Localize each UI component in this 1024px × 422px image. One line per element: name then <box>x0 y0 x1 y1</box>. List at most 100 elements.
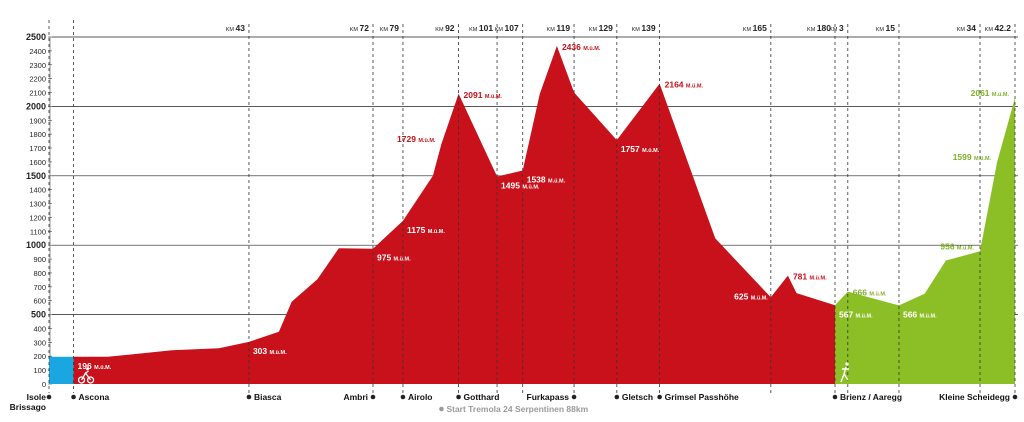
location-dot <box>832 394 838 400</box>
bike-icon-rider-head <box>86 367 89 371</box>
km-marker-label: KM 92 <box>435 23 455 33</box>
km-marker-label: KM 107 <box>495 23 519 33</box>
km-marker-label: KM 43 <box>226 23 246 33</box>
y-tick-label: 200 <box>33 352 46 361</box>
elevation-label: 1495 M.ü.M. <box>501 180 540 190</box>
elevation-labels: 196 M.ü.M. 303 M.ü.M. 975 M.ü.M. 1175 M.ü.M… <box>78 42 1010 371</box>
y-tick-label: 300 <box>33 338 46 347</box>
y-tick-label: 1300 <box>29 200 46 209</box>
y-tick-label: 500 <box>31 310 46 320</box>
y-tick-label: 2100 <box>29 89 46 98</box>
elevation-label: 975 M.ü.M. <box>377 253 411 263</box>
y-tick-label: 1500 <box>26 171 46 181</box>
bike-icon-wheel <box>86 376 95 384</box>
location-label: Kleine Scheidegg <box>939 392 1010 402</box>
km-marker-label: KM 34 <box>957 23 977 33</box>
elevation-label: 781 M.ü.M. <box>793 272 827 282</box>
y-tick-label: 2400 <box>29 47 46 56</box>
km-marker-label: KM 119 <box>547 23 571 33</box>
y-tick-label: 1800 <box>29 130 46 139</box>
y-tick-label: 1400 <box>29 186 46 195</box>
elevation-label: 1599 M.ü.M. <box>953 152 992 162</box>
location-dot <box>1012 394 1018 400</box>
y-tick-label: 900 <box>33 255 46 264</box>
location-dot <box>71 394 76 400</box>
elevation-label: 2061 M.ü.M. <box>971 88 1010 98</box>
elevation-label: 1757 M.ü.M. <box>621 144 660 154</box>
location-label: Brissago <box>10 402 46 412</box>
y-axis: 0 100 200 300 400 500 600 700 800 900 1000 1100 1200… <box>26 32 52 389</box>
y-tick-label: 1700 <box>29 144 46 153</box>
y-tick-label: 2500 <box>26 32 46 42</box>
location-label: Grimsel Passhöhe <box>665 392 739 402</box>
location-dot <box>400 394 406 400</box>
elevation-label: 1538 M.ü.M. <box>527 175 566 185</box>
location-dot <box>456 394 461 400</box>
icons <box>77 362 849 384</box>
runner-icon-body <box>840 366 849 383</box>
location-label: Gotthard <box>464 392 500 402</box>
location-label: Ambri <box>343 392 368 402</box>
location-dot <box>370 394 376 400</box>
runner-icon-head <box>845 362 849 366</box>
km-marker-label: KM 129 <box>589 23 613 33</box>
elevation-label: 956 M.ü.M. <box>940 241 974 251</box>
y-tick-label: 2000 <box>26 101 46 111</box>
location-label: Gletsch <box>622 392 653 402</box>
location-dot <box>657 394 662 400</box>
y-tick-label: 400 <box>33 324 46 333</box>
bike-icon-frame <box>80 370 92 381</box>
km-marker-label: KM 101 <box>469 23 493 33</box>
location-label: Ascona <box>79 392 110 402</box>
location-label: Biasca <box>254 392 282 402</box>
elevation-label: 1729 M.ü.M. <box>397 134 436 144</box>
km-marker-label: KM 42.2 <box>985 23 1012 33</box>
km-marker-label: KM 139 <box>632 23 656 33</box>
profile-areas <box>49 45 1015 385</box>
location-label: Furkapass <box>527 392 570 402</box>
elevation-label: 2436 M.ü.M. <box>562 42 601 52</box>
location-dot <box>614 394 620 400</box>
y-tick-label: 1900 <box>29 116 46 125</box>
elevation-label: 566 M.ü.M. <box>903 309 937 319</box>
y-tick-label: 600 <box>33 297 46 306</box>
km-marker-label: KM 79 <box>380 23 400 33</box>
run-area <box>835 97 1015 385</box>
swim-area <box>49 356 74 384</box>
location-label: Airolo <box>408 392 433 402</box>
elevation-label: 2164 M.ü.M. <box>665 80 704 90</box>
y-tick-label: 700 <box>33 283 46 292</box>
elevation-label: 625 M.ü.M. <box>734 291 768 301</box>
bike-icon <box>77 367 95 384</box>
km-markers: KM 43 KM 72 KM 79 KM 92 KM 101 KM 107 KM 119 KM… <box>48 20 1016 393</box>
y-tick-label: 2200 <box>29 75 46 84</box>
location-label: Isole <box>27 392 47 402</box>
y-tick-label: 0 <box>42 380 46 389</box>
location-label: Brienz / Aaregg <box>840 392 902 402</box>
location-dot <box>246 394 252 400</box>
km-marker-label: KM 165 <box>743 23 767 33</box>
km-marker-label: KM 3 <box>829 23 844 33</box>
elevation-label: 567 M.ü.M. <box>839 309 873 319</box>
elevation-label: 303 M.ü.M. <box>253 346 287 356</box>
annotation-dot <box>439 406 444 412</box>
elevation-label: 666 M.ü.M. <box>853 288 887 298</box>
y-tick-label: 1600 <box>29 158 46 167</box>
location-dot <box>46 394 52 400</box>
km-marker-label: KM 15 <box>876 23 896 33</box>
elevation-label: 1175 M.ü.M. <box>407 225 445 235</box>
km-marker-label: KM 72 <box>350 23 370 33</box>
y-tick-label: 800 <box>33 269 46 278</box>
bike-area <box>73 45 836 385</box>
y-tick-label: 100 <box>33 366 46 375</box>
elevation-label: 196 M.ü.M. <box>78 361 112 371</box>
y-tick-label: 1000 <box>26 240 46 250</box>
y-tick-label: 1100 <box>30 227 46 236</box>
y-tick-label: 1200 <box>29 213 46 222</box>
runner-icon <box>840 362 849 383</box>
y-tick-label: 2300 <box>29 61 46 70</box>
bike-icon-wheel <box>77 376 86 384</box>
km-marker-label: KM 180 <box>807 23 831 33</box>
